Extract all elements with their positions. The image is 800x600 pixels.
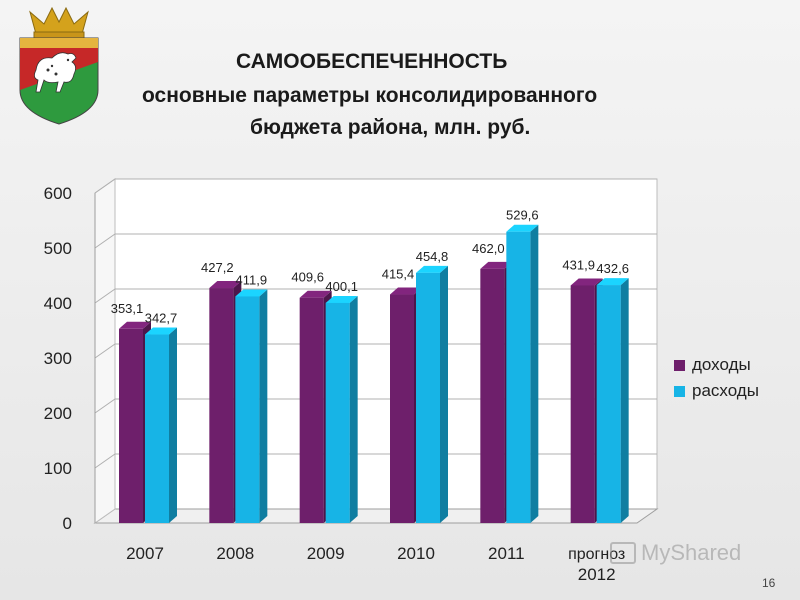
- bar: [235, 296, 260, 523]
- bar-side: [349, 295, 358, 523]
- page-subtitle-line-2: бюджета района, млн. руб.: [250, 116, 531, 139]
- gridline: [94, 178, 657, 194]
- legend-item-income: доходы: [674, 352, 759, 378]
- data-label: 427,2: [201, 260, 234, 275]
- bar-top: [416, 265, 448, 273]
- x-tick-label: 2009: [307, 544, 345, 563]
- gridline: [94, 453, 657, 469]
- x-tick-label: 2012: [578, 565, 616, 584]
- data-label: 400,1: [325, 279, 358, 294]
- y-tick-label: 0: [63, 514, 72, 533]
- bar-top: [299, 290, 332, 298]
- watermark-text: MyShared: [641, 540, 742, 565]
- chart-legend: доходы расходы: [674, 352, 759, 404]
- y-tick-label: 100: [44, 459, 72, 478]
- page-title: САМООБЕСПЕЧЕННОСТЬ: [236, 50, 508, 73]
- bar: [480, 268, 505, 523]
- data-label: 431,9: [562, 257, 595, 272]
- y-tick-label: 200: [44, 404, 72, 423]
- gridline: [94, 343, 657, 359]
- bar-top: [596, 278, 629, 286]
- bar-top: [390, 287, 422, 295]
- bar: [390, 294, 414, 523]
- bar: [209, 288, 234, 523]
- bar-top: [209, 281, 242, 289]
- x-tick-label: 2008: [216, 544, 254, 563]
- data-label: 454,8: [416, 249, 449, 264]
- x-tick-label: 2010: [397, 544, 435, 563]
- bar-top: [570, 278, 603, 286]
- legend-item-expenses: расходы: [674, 378, 759, 404]
- bar-side: [440, 265, 448, 523]
- bar-side: [169, 327, 177, 523]
- bar: [299, 297, 324, 523]
- bar: [416, 272, 440, 523]
- data-label: 342,7: [145, 311, 178, 326]
- horse-icon: [34, 52, 77, 93]
- data-label: 529,6: [506, 208, 539, 223]
- bar-side: [620, 278, 629, 523]
- y-tick-label: 300: [44, 349, 72, 368]
- data-label: 411,9: [236, 272, 268, 287]
- bar: [570, 285, 595, 523]
- x-tick-label: 2007: [126, 544, 164, 563]
- legend-label-income: доходы: [692, 355, 751, 374]
- gridline: [94, 233, 657, 249]
- data-label: 415,4: [382, 267, 415, 282]
- bar-side: [259, 289, 268, 523]
- data-label: 353,1: [111, 301, 144, 316]
- y-tick-label: 400: [44, 294, 72, 313]
- page-number: 16: [762, 576, 776, 590]
- coat-of-arms-icon: [19, 6, 99, 125]
- bar: [506, 231, 531, 523]
- bar: [325, 302, 350, 523]
- legend-swatch-income: [674, 359, 685, 371]
- data-label: 462,0: [472, 241, 505, 256]
- data-label: 432,6: [596, 261, 629, 276]
- bar-top: [506, 224, 539, 232]
- bar-side: [530, 224, 539, 523]
- page-subtitle-line-1: основные параметры консолидированного: [142, 84, 598, 107]
- bar: [145, 334, 169, 523]
- data-label: 409,6: [291, 270, 324, 285]
- legend-label-expenses: расходы: [692, 381, 759, 400]
- gridline: [94, 288, 657, 304]
- gridline: [94, 398, 657, 414]
- y-tick-label: 500: [44, 239, 72, 258]
- bar-top: [119, 321, 151, 329]
- bar: [119, 328, 143, 523]
- bar-top: [145, 327, 177, 335]
- legend-swatch-expenses: [674, 385, 685, 397]
- bar-top: [480, 261, 513, 269]
- watermark: MyShared: [610, 540, 741, 566]
- x-tick-label: 2011: [488, 544, 525, 563]
- bar-top: [325, 295, 358, 303]
- bar: [596, 285, 621, 523]
- watermark-logo-icon: [610, 542, 636, 564]
- y-tick-label: 600: [44, 184, 72, 203]
- bar-top: [235, 289, 268, 297]
